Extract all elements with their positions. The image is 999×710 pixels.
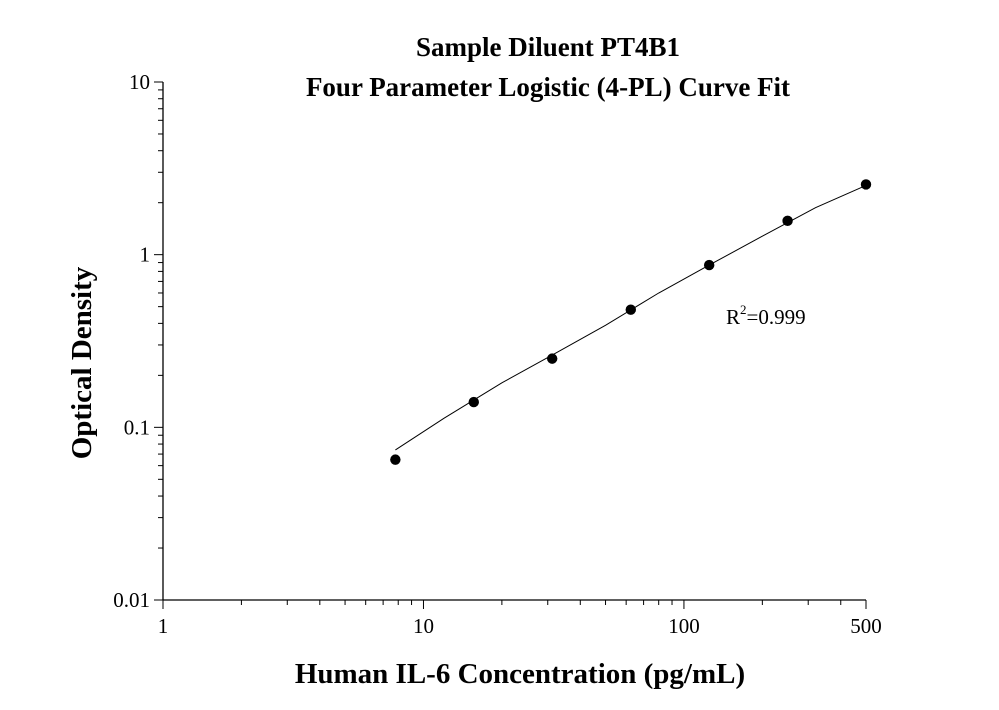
data-point xyxy=(390,454,401,465)
y-axis-label: Optical Density xyxy=(66,266,98,459)
x-tick-label: 1 xyxy=(158,614,169,638)
x-axis-label: Human IL-6 Concentration (pg/mL) xyxy=(295,658,745,690)
x-tick-label: 500 xyxy=(850,614,882,638)
data-point xyxy=(703,259,715,271)
data-point xyxy=(625,304,636,315)
plot-axes: 1 10 100 500 0.01 0.1 1 10 xyxy=(113,70,882,638)
y-tick-label: 0.01 xyxy=(113,588,150,612)
chart-subtitle: Four Parameter Logistic (4-PL) Curve Fit xyxy=(306,72,790,102)
y-tick-label: 10 xyxy=(129,70,150,94)
data-point xyxy=(860,179,872,190)
x-tick-label: 10 xyxy=(413,614,434,638)
y-tick-label: 1 xyxy=(140,243,151,267)
r-squared-annotation: R2=0.999 xyxy=(726,302,806,329)
r-squared-value: =0.999 xyxy=(747,305,806,329)
data-point xyxy=(468,396,479,408)
data-points xyxy=(390,179,872,465)
y-tick-label: 0.1 xyxy=(124,415,150,439)
data-point xyxy=(546,353,558,364)
r-squared-superscript: 2 xyxy=(740,302,747,317)
x-tick-label: 100 xyxy=(668,614,700,638)
r-squared-base: R xyxy=(726,305,740,329)
data-point xyxy=(782,215,793,227)
chart-title: Sample Diluent PT4B1 xyxy=(416,32,680,62)
